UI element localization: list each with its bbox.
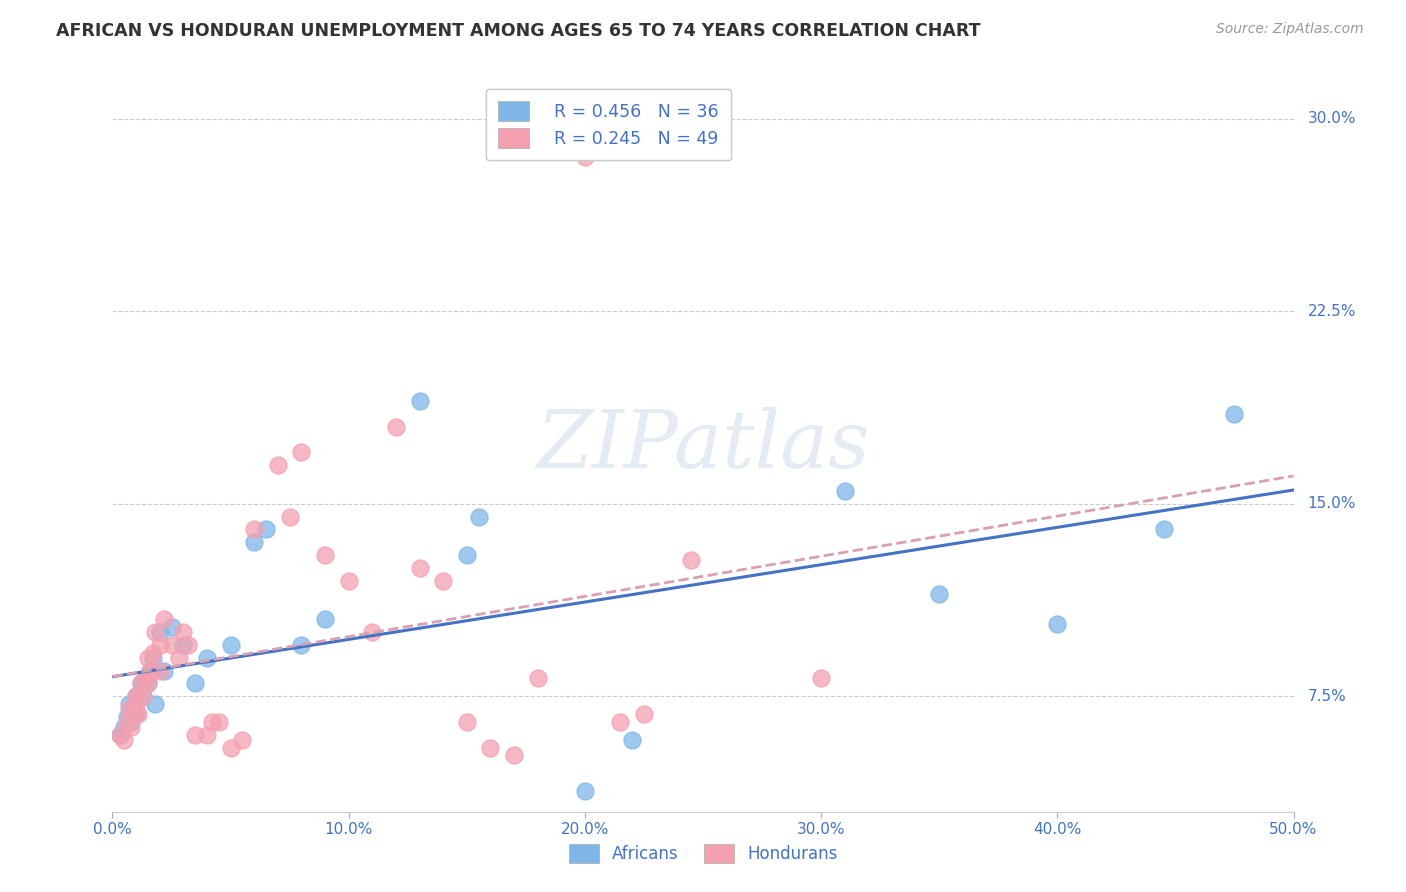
Text: 22.5%: 22.5%: [1308, 304, 1355, 318]
Point: [167, 650, 190, 665]
Point: [153, 612, 176, 626]
Legend: Africans, Hondurans: Africans, Hondurans: [557, 832, 849, 875]
Point: [254, 523, 277, 537]
Point: [115, 710, 138, 724]
Point: [408, 561, 430, 575]
Point: [385, 419, 408, 434]
Point: [219, 638, 242, 652]
Point: [125, 690, 148, 704]
Point: [132, 690, 155, 704]
Point: [143, 625, 166, 640]
Point: [149, 664, 172, 678]
Point: [125, 707, 148, 722]
Point: [231, 732, 253, 747]
Point: [609, 714, 631, 729]
Text: ZIPatlas: ZIPatlas: [536, 408, 870, 484]
Point: [201, 714, 224, 729]
Point: [314, 548, 336, 562]
Point: [1153, 523, 1175, 537]
Point: [574, 784, 596, 798]
Point: [267, 458, 290, 473]
Point: [1223, 407, 1246, 421]
Point: [432, 574, 454, 588]
Point: [139, 664, 162, 678]
Legend:   R = 0.456   N = 36,   R = 0.245   N = 49: R = 0.456 N = 36, R = 0.245 N = 49: [486, 89, 731, 161]
Point: [314, 612, 336, 626]
Point: [135, 671, 157, 685]
Point: [120, 720, 142, 734]
Point: [219, 740, 242, 755]
Point: [177, 638, 200, 652]
Text: 7.5%: 7.5%: [1308, 689, 1347, 704]
Point: [129, 676, 152, 690]
Point: [526, 671, 548, 685]
Point: [120, 714, 142, 729]
Point: [479, 740, 502, 755]
Point: [149, 625, 172, 640]
Point: [125, 690, 148, 704]
Point: [208, 714, 231, 729]
Point: [172, 638, 194, 652]
Point: [160, 638, 183, 652]
Point: [139, 664, 162, 678]
Point: [129, 676, 152, 690]
Point: [1046, 617, 1069, 632]
Point: [122, 707, 145, 722]
Point: [135, 671, 157, 685]
Point: [337, 574, 360, 588]
Point: [160, 620, 183, 634]
Point: [456, 714, 478, 729]
Point: [681, 553, 703, 567]
Point: [153, 664, 176, 678]
Point: [132, 690, 155, 704]
Point: [125, 697, 148, 711]
Point: [503, 748, 526, 763]
Point: [142, 650, 165, 665]
Point: [108, 728, 131, 742]
Text: 30.0%: 30.0%: [1308, 112, 1355, 127]
Point: [243, 523, 266, 537]
Point: [172, 625, 194, 640]
Point: [834, 483, 856, 498]
Text: Source: ZipAtlas.com: Source: ZipAtlas.com: [1216, 22, 1364, 37]
Point: [136, 650, 159, 665]
Point: [118, 702, 141, 716]
Point: [127, 707, 149, 722]
Point: [810, 671, 832, 685]
Point: [290, 445, 312, 459]
Point: [143, 697, 166, 711]
Point: [184, 676, 207, 690]
Point: [112, 720, 135, 734]
Point: [243, 535, 266, 549]
Point: [149, 638, 172, 652]
Point: [290, 638, 312, 652]
Point: [112, 732, 135, 747]
Point: [136, 676, 159, 690]
Text: AFRICAN VS HONDURAN UNEMPLOYMENT AMONG AGES 65 TO 74 YEARS CORRELATION CHART: AFRICAN VS HONDURAN UNEMPLOYMENT AMONG A…: [56, 22, 981, 40]
Point: [574, 150, 596, 164]
Point: [108, 728, 131, 742]
Point: [122, 702, 145, 716]
Point: [136, 676, 159, 690]
Point: [408, 394, 430, 409]
Point: [195, 728, 218, 742]
Point: [456, 548, 478, 562]
Point: [115, 714, 138, 729]
Point: [118, 697, 141, 711]
Point: [278, 509, 301, 524]
Point: [633, 707, 655, 722]
Point: [361, 625, 384, 640]
Point: [467, 509, 489, 524]
Point: [928, 586, 950, 600]
Point: [142, 646, 165, 660]
Text: 15.0%: 15.0%: [1308, 496, 1355, 511]
Point: [184, 728, 207, 742]
Point: [195, 650, 218, 665]
Point: [621, 732, 644, 747]
